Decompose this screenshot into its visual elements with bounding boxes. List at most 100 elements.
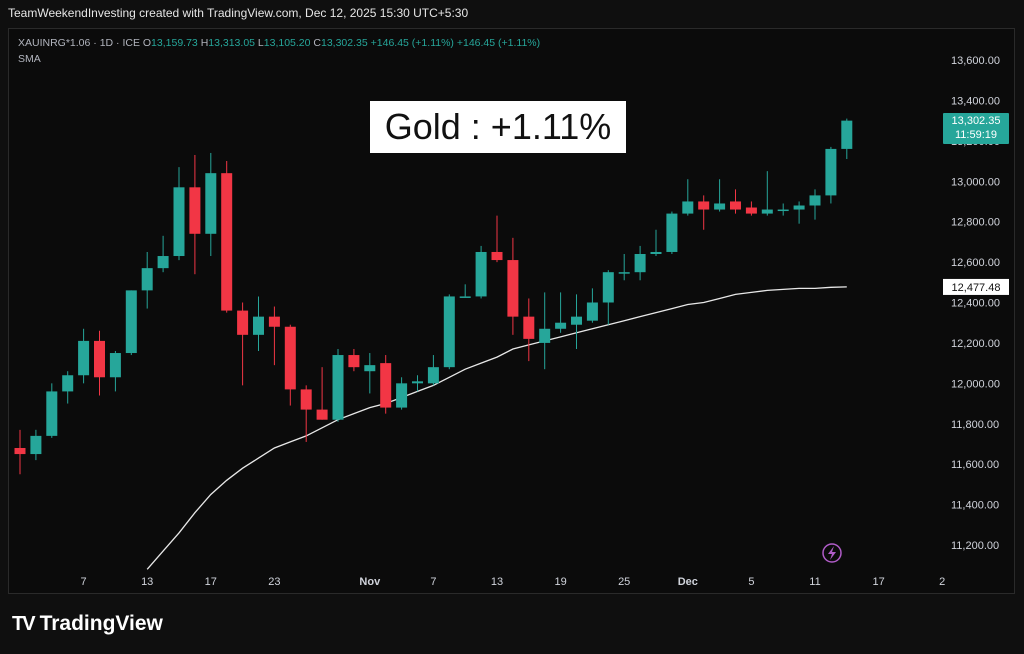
candle-body	[777, 209, 789, 212]
tradingview-logo[interactable]: TV TradingView	[12, 612, 163, 636]
candle-body	[825, 148, 837, 196]
open-label: O	[142, 37, 152, 49]
candle-body	[268, 316, 280, 327]
candle-body	[46, 391, 58, 436]
high-label: H	[200, 37, 209, 49]
x-tick-label: 13	[491, 576, 503, 588]
y-tick-label: 12,200.00	[951, 338, 1000, 350]
x-tick-label: Dec	[678, 576, 698, 588]
tradingview-logo-text: TradingView	[39, 612, 163, 635]
candle-body	[332, 355, 344, 420]
candle-body	[78, 340, 90, 376]
candle-body	[189, 187, 201, 234]
y-tick-label: 12,600.00	[951, 257, 1000, 269]
candle-body	[650, 251, 662, 254]
y-tick-label: 11,200.00	[951, 540, 999, 552]
candle-body	[634, 254, 646, 273]
y-tick-label: 12,400.00	[951, 298, 1000, 310]
last-price-value: 13,302.35	[952, 115, 1001, 127]
annotation-title: Gold : +1.11%	[370, 101, 626, 153]
x-tick-label: Nov	[359, 576, 381, 588]
candle-body	[221, 173, 233, 311]
x-tick-label: 25	[618, 576, 630, 588]
symbol-label[interactable]: XAUINRG*1.06 · 1D · ICE	[18, 37, 140, 49]
change-value: +146.45 (+1.11%)	[370, 37, 454, 49]
y-tick-label: 11,800.00	[951, 419, 999, 431]
candle-body	[141, 268, 153, 291]
y-tick-label: 11,600.00	[951, 459, 999, 471]
candle-body	[62, 375, 74, 392]
candle-body	[602, 272, 614, 303]
candle-body	[698, 201, 710, 210]
countdown-value: 11:59:19	[955, 129, 997, 141]
candle-body	[348, 355, 360, 368]
candle-body	[809, 195, 821, 206]
candle-body	[109, 353, 121, 378]
candle-body	[586, 302, 598, 321]
y-tick-label: 13,600.00	[951, 55, 1000, 67]
lightning-icon	[822, 543, 842, 563]
x-tick-label: 7	[81, 576, 87, 588]
candle-body	[745, 207, 757, 214]
x-tick-label: 7	[430, 576, 436, 588]
candle-body	[714, 203, 726, 210]
candle-body	[443, 296, 455, 368]
x-tick-label: 11	[809, 576, 820, 588]
open-value: 13,159.73	[151, 37, 198, 49]
high-value: 13,313.05	[208, 37, 255, 49]
candle-body	[475, 251, 487, 297]
candle-body	[761, 209, 773, 214]
sma-value-badge	[943, 278, 1009, 295]
lightning-bolt-icon	[828, 546, 836, 560]
sma-line	[146, 286, 847, 570]
candle-body	[30, 435, 42, 455]
candle-body	[793, 205, 805, 210]
candle-body	[157, 256, 169, 269]
candle-body	[205, 173, 217, 234]
low-label: L	[257, 37, 264, 49]
candle-body	[523, 316, 535, 339]
candle-body	[459, 296, 471, 298]
x-tick-label: 13	[141, 576, 153, 588]
change-value-2: +146.45 (+1.11%)	[456, 37, 541, 49]
candle-body	[284, 326, 296, 390]
y-tick-label: 13,000.00	[951, 176, 1000, 188]
candle-body	[94, 340, 105, 378]
candle-body	[364, 365, 376, 372]
close-label: C	[313, 37, 321, 49]
candle-body	[491, 251, 503, 261]
y-tick-label: 11,400.00	[951, 500, 999, 512]
x-tick-label: 17	[872, 576, 884, 588]
x-tick-label: 23	[268, 576, 280, 588]
y-tick-label: 12,800.00	[951, 217, 1000, 229]
candle-body	[730, 201, 741, 210]
candle-body	[300, 389, 312, 410]
candle-body	[666, 213, 678, 252]
close-value: 13,302.35	[321, 37, 368, 49]
sma-indicator-label[interactable]: SMA	[18, 53, 41, 65]
x-tick-label: 2	[939, 576, 945, 588]
candle-body	[380, 363, 392, 408]
candle-body	[841, 120, 853, 149]
sma-value: 12,477.48	[952, 282, 1001, 294]
y-tick-label: 12,000.00	[951, 378, 1000, 390]
tradingview-mark-icon: TV	[12, 612, 36, 635]
candle-body	[412, 381, 423, 384]
candle-body	[507, 260, 519, 317]
x-tick-label: 5	[748, 576, 754, 588]
chart-attribution: TeamWeekendInvesting created with Tradin…	[8, 6, 469, 20]
candle-body	[253, 316, 264, 335]
candle-body	[571, 316, 582, 325]
candle-body	[125, 290, 137, 354]
candle-body	[682, 201, 694, 214]
candle-body	[237, 310, 249, 335]
y-tick-label: 13,400.00	[951, 95, 1000, 107]
x-tick-label: 19	[554, 576, 566, 588]
candle-body	[555, 322, 567, 329]
candle-body	[173, 187, 185, 257]
candle-body	[539, 328, 551, 343]
x-tick-label: 17	[205, 576, 217, 588]
candle-body	[316, 409, 328, 420]
candle-body	[396, 383, 408, 408]
